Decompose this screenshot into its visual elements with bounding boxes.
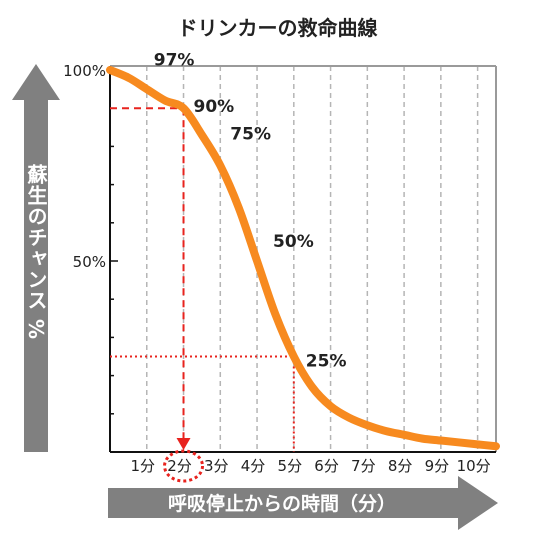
x-axis-arrow (108, 476, 498, 530)
y-axis-label: 蘇生のチャンス % (24, 163, 48, 340)
x-tick-label: 5分 (278, 457, 303, 475)
x-tick-label: 8分 (388, 457, 413, 475)
x-tick-label: 7分 (351, 457, 376, 475)
x-tick-label: 3分 (204, 457, 229, 475)
x-tick-label: 1分 (130, 457, 155, 475)
data-label: 75% (230, 125, 271, 145)
data-label: 90% (194, 97, 235, 117)
x-axis-label: 呼吸停止からの時間（分） (168, 492, 396, 515)
x-tick-label: 9分 (425, 457, 450, 475)
data-label: 97% (154, 50, 195, 70)
survival-curve (106, 66, 500, 451)
x-tick-label: 10分 (457, 457, 491, 475)
data-label: 50% (273, 232, 314, 252)
x-tick-label: 4分 (241, 457, 266, 475)
y-tick-label: 100% (63, 62, 106, 80)
y-axis-arrow (12, 64, 60, 452)
highlight-arrowhead (176, 438, 191, 450)
y-tick-label: 50% (73, 253, 106, 271)
chart-title: ドリンカーの救命曲線 (177, 16, 378, 40)
x-tick-label: 2分 (167, 457, 192, 475)
x-tick-label: 6分 (314, 457, 339, 475)
highlight-circle (163, 449, 205, 483)
data-label: 25% (306, 352, 347, 372)
